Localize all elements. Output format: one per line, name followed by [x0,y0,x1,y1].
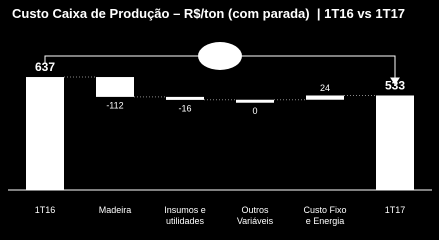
bar [166,96,204,100]
x-tick-label: Custo Fixo e Energia [303,205,347,226]
bar [96,77,134,97]
chart-title: Custo Caixa de Produção – R$/ton (com pa… [12,6,406,21]
value-label: -16 [178,103,191,113]
bar [306,95,344,100]
highlight-arrow [44,55,400,85]
value-label: 0 [252,106,257,116]
highlight-ellipse [198,42,242,70]
value-label: -112 [106,100,123,110]
x-tick-label: 1T17 [384,205,406,215]
bar [26,77,64,190]
value-label: 637 [35,60,55,74]
plot: 637 -112 -16 0 24 533 [8,42,432,191]
bar [236,99,274,103]
value-label: 533 [385,79,405,93]
value-label: 24 [320,83,330,93]
chart: Custo Caixa de Produção – R$/ton (com pa… [8,6,432,226]
x-tick-label: Outros Variáveis [236,205,274,226]
bar [376,95,414,190]
x-tick-label: 1T16 [34,205,56,215]
x-tick-label: Madeira [98,205,132,215]
x-tick-label: Insumos e utilidades [164,205,206,226]
